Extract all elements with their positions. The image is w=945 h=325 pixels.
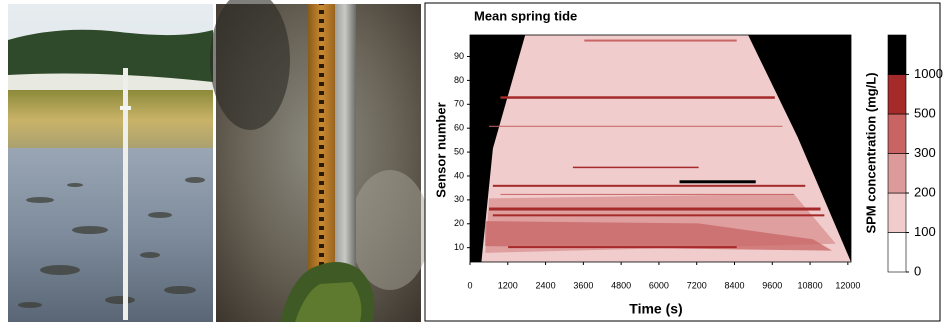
x-tick-label: 4800	[611, 280, 631, 290]
y-tick-label: 30	[454, 194, 464, 204]
x-tick-label: 7200	[687, 280, 707, 290]
y-tick-label: 40	[454, 170, 464, 180]
x-tick-label: 6000	[649, 280, 669, 290]
colorbar-band	[887, 192, 907, 233]
contour-region	[500, 96, 775, 99]
contour-region	[572, 166, 699, 169]
y-tick-label: 20	[454, 218, 464, 228]
colorbar-tick-label: 1000	[914, 66, 943, 81]
contour-region	[489, 207, 821, 211]
contour-region	[485, 221, 832, 251]
x-tick-label: 10800	[798, 280, 823, 290]
photo-marsh	[8, 4, 213, 322]
colorbar-tick-label: 200	[914, 184, 936, 199]
x-tick-label: 12000	[835, 280, 860, 290]
chart-title: Mean spring tide	[474, 8, 577, 23]
colorbar-band	[887, 74, 907, 115]
contour-region	[492, 214, 825, 217]
y-tick-label: 50	[454, 146, 464, 156]
colorbar-label: SPM concentration (mg/L)	[863, 72, 878, 233]
colorbar-tick-label: 300	[914, 145, 936, 160]
colorbar-band	[887, 232, 907, 273]
colorbar-tick-label: 0	[914, 263, 921, 278]
y-tick-label: 60	[454, 123, 464, 133]
x-tick-label: 1200	[498, 280, 518, 290]
x-tick-label: 0	[467, 280, 472, 290]
photo-sensor	[210, 0, 430, 322]
x-axis-label: Time (s)	[629, 301, 682, 317]
contour-region	[584, 39, 737, 42]
plot-frame	[469, 34, 852, 263]
contour-region	[500, 193, 794, 195]
colorbar-tick-label: 500	[914, 105, 936, 120]
colorbar-band	[887, 153, 907, 194]
y-tick-label: 90	[454, 51, 464, 61]
contour-region	[489, 125, 783, 127]
x-tick-label: 8400	[724, 280, 744, 290]
contour-region	[492, 184, 806, 187]
contour-region	[508, 246, 737, 249]
x-tick-label: 3600	[573, 280, 593, 290]
y-axis-label: Sensor number	[433, 102, 448, 197]
y-tick-label: 10	[454, 242, 464, 252]
x-tick-label: 9600	[762, 280, 782, 290]
contour-region	[679, 180, 756, 184]
x-tick-label: 2400	[536, 280, 556, 290]
plot-area	[469, 34, 852, 263]
y-tick-label: 80	[454, 75, 464, 85]
colorbar-band	[887, 113, 907, 154]
y-tick-label: 70	[454, 99, 464, 109]
colorbar-tick-label: 100	[914, 224, 936, 239]
colorbar-band	[887, 34, 907, 75]
